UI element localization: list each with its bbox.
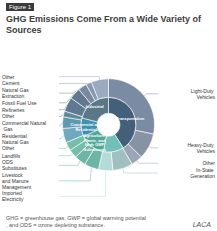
svg-text:Industrial: Industrial [86, 104, 104, 109]
svg-text:Figure 1: Figure 1 [9, 4, 32, 10]
svg-text:Sources: Sources [6, 25, 42, 35]
svg-text:Vehicles: Vehicles [196, 94, 215, 100]
svg-text:LACA: LACA [193, 221, 212, 228]
svg-text:Imported: Imported [2, 190, 22, 197]
svg-text:In-State: In-State [196, 167, 215, 174]
svg-text:Landfills: Landfills [2, 153, 21, 159]
svg-text:Substitutes: Substitutes [2, 165, 27, 171]
svg-text:Commercial Natural: Commercial Natural [2, 120, 47, 127]
svg-text:Other: Other [2, 74, 15, 80]
svg-text:Extraction: Extraction [2, 93, 24, 99]
svg-text:Fossil Fuel Use: Fossil Fuel Use [2, 100, 37, 106]
svg-text:Electricity: Electricity [2, 196, 24, 202]
svg-text:Substances: Substances [83, 147, 106, 152]
svg-text:Other: Other [2, 145, 15, 151]
svg-text:Natural Gas: Natural Gas [2, 139, 29, 145]
svg-text:Residential: Residential [75, 127, 96, 132]
svg-text:Residential: Residential [2, 132, 29, 139]
svg-text:Gas: Gas [2, 126, 13, 132]
svg-text:Natural Gas: Natural Gas [2, 87, 29, 94]
svg-text:High GWP: High GWP [84, 142, 105, 148]
svg-text:GHG Emissions Come From a Wide: GHG Emissions Come From a Wide Variety o… [6, 14, 203, 24]
svg-text:Livestock: Livestock [2, 172, 23, 178]
svg-text:Transportation: Transportation [116, 116, 145, 121]
svg-text:Generation: Generation [190, 173, 215, 179]
svg-text:Management: Management [2, 184, 32, 190]
svg-text:Other: Other [2, 113, 15, 119]
svg-text:GHG = greenhouse gas, GWP = gl: GHG = greenhouse gas, GWP = global warmi… [6, 215, 146, 221]
svg-text:Plants, and: Plants, and [84, 137, 106, 143]
svg-text:Other: Other [202, 160, 215, 166]
svg-text:, and ODS = ozone depleting su: , and ODS = ozone depleting substance. [6, 222, 105, 228]
svg-text:Vehicles: Vehicles [196, 148, 215, 154]
svg-text:Cement: Cement [2, 80, 20, 86]
svg-text:Heavy-Duty: Heavy-Duty [187, 142, 215, 148]
svg-text:and Manure: and Manure [2, 177, 29, 184]
svg-text:Commercial and: Commercial and [70, 122, 102, 128]
svg-text:Refineries: Refineries [2, 107, 25, 113]
svg-text:Light-Duty: Light-Duty [190, 87, 215, 94]
svg-text:ODS: ODS [2, 159, 13, 166]
svg-text:Agriculture,: Agriculture, [83, 133, 106, 139]
